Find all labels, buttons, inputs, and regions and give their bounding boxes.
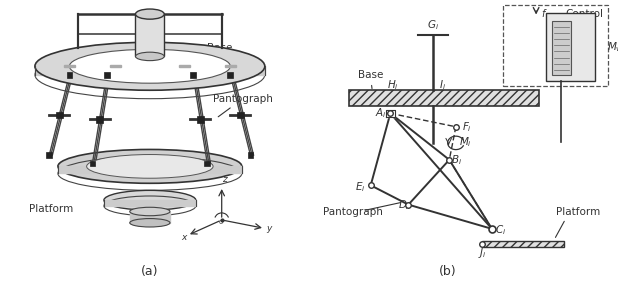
Bar (135, 14, 164, 56)
Text: y: y (266, 224, 272, 233)
Bar (552, 21, 570, 75)
Text: Platform: Platform (29, 204, 74, 213)
Text: Pantograph: Pantograph (213, 94, 273, 117)
Text: $M_i$: $M_i$ (459, 135, 472, 149)
Text: $H_i$: $H_i$ (387, 78, 399, 91)
Bar (190, 72, 196, 78)
Ellipse shape (87, 155, 213, 178)
Bar (349, 90, 540, 106)
Bar (482, 241, 564, 247)
Polygon shape (224, 65, 236, 67)
Ellipse shape (130, 219, 170, 227)
Text: $C_i$: $C_i$ (495, 223, 506, 237)
Text: $G_i$: $G_i$ (427, 18, 439, 32)
Bar (227, 72, 233, 78)
Bar (205, 161, 210, 166)
Ellipse shape (130, 207, 170, 216)
Text: $F_i$: $F_i$ (462, 121, 472, 135)
Ellipse shape (135, 52, 164, 61)
Ellipse shape (35, 42, 265, 90)
Text: Base: Base (358, 70, 383, 89)
Bar (46, 152, 52, 158)
Ellipse shape (58, 149, 242, 183)
Text: z: z (222, 175, 226, 184)
Polygon shape (130, 212, 170, 223)
Polygon shape (386, 110, 395, 117)
Text: $M_v$: $M_v$ (606, 40, 618, 54)
Text: Base: Base (187, 43, 233, 64)
Ellipse shape (135, 9, 164, 19)
Text: $J_i$: $J_i$ (478, 246, 486, 260)
Bar (96, 116, 103, 122)
Bar (248, 152, 253, 158)
Polygon shape (104, 200, 196, 206)
Bar (237, 111, 244, 118)
Text: Platform: Platform (556, 207, 600, 217)
Text: Control: Control (565, 9, 603, 19)
Text: (a): (a) (141, 265, 159, 278)
Text: Pantograph: Pantograph (323, 207, 383, 217)
Text: $B_i$: $B_i$ (451, 153, 462, 167)
Polygon shape (58, 166, 242, 173)
Bar (503, 5, 608, 86)
Text: o: o (218, 219, 222, 225)
Ellipse shape (104, 190, 196, 210)
Bar (104, 72, 109, 78)
Ellipse shape (69, 49, 231, 83)
Bar (56, 111, 63, 118)
Text: (b): (b) (439, 265, 457, 278)
Polygon shape (179, 65, 190, 67)
Text: x: x (182, 233, 187, 242)
Text: $I_i$: $I_i$ (439, 78, 447, 91)
Text: $f$: $f$ (541, 7, 548, 19)
Bar (197, 116, 203, 122)
Bar (90, 161, 95, 166)
Text: $A_i$: $A_i$ (376, 106, 387, 120)
Polygon shape (109, 65, 121, 67)
Polygon shape (35, 66, 265, 75)
Text: $E_i$: $E_i$ (355, 180, 366, 193)
Text: $D_i$: $D_i$ (398, 199, 410, 212)
Polygon shape (64, 65, 75, 67)
Bar (67, 72, 72, 78)
Bar (546, 14, 595, 81)
